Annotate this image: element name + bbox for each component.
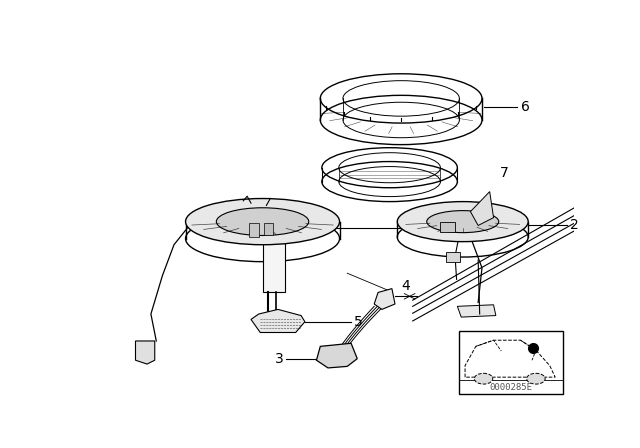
Text: 6: 6	[520, 100, 529, 114]
Polygon shape	[470, 192, 493, 225]
FancyBboxPatch shape	[249, 223, 259, 237]
Ellipse shape	[397, 202, 528, 241]
Text: 0000285E: 0000285E	[489, 383, 532, 392]
Polygon shape	[458, 305, 496, 317]
Polygon shape	[136, 341, 155, 364]
Polygon shape	[374, 289, 395, 310]
FancyBboxPatch shape	[440, 222, 455, 233]
Text: 4: 4	[401, 279, 410, 293]
Polygon shape	[251, 310, 305, 332]
FancyBboxPatch shape	[264, 223, 273, 236]
FancyBboxPatch shape	[446, 252, 460, 262]
Text: 2: 2	[570, 219, 579, 233]
Ellipse shape	[427, 211, 499, 233]
Text: 3: 3	[275, 352, 284, 366]
Text: 7: 7	[500, 166, 508, 180]
Text: 5: 5	[354, 314, 363, 329]
Text: 1: 1	[420, 221, 429, 235]
Ellipse shape	[216, 208, 308, 236]
Ellipse shape	[527, 373, 545, 384]
Polygon shape	[316, 343, 357, 368]
FancyBboxPatch shape	[263, 238, 285, 293]
Ellipse shape	[474, 373, 493, 384]
Ellipse shape	[186, 198, 340, 245]
